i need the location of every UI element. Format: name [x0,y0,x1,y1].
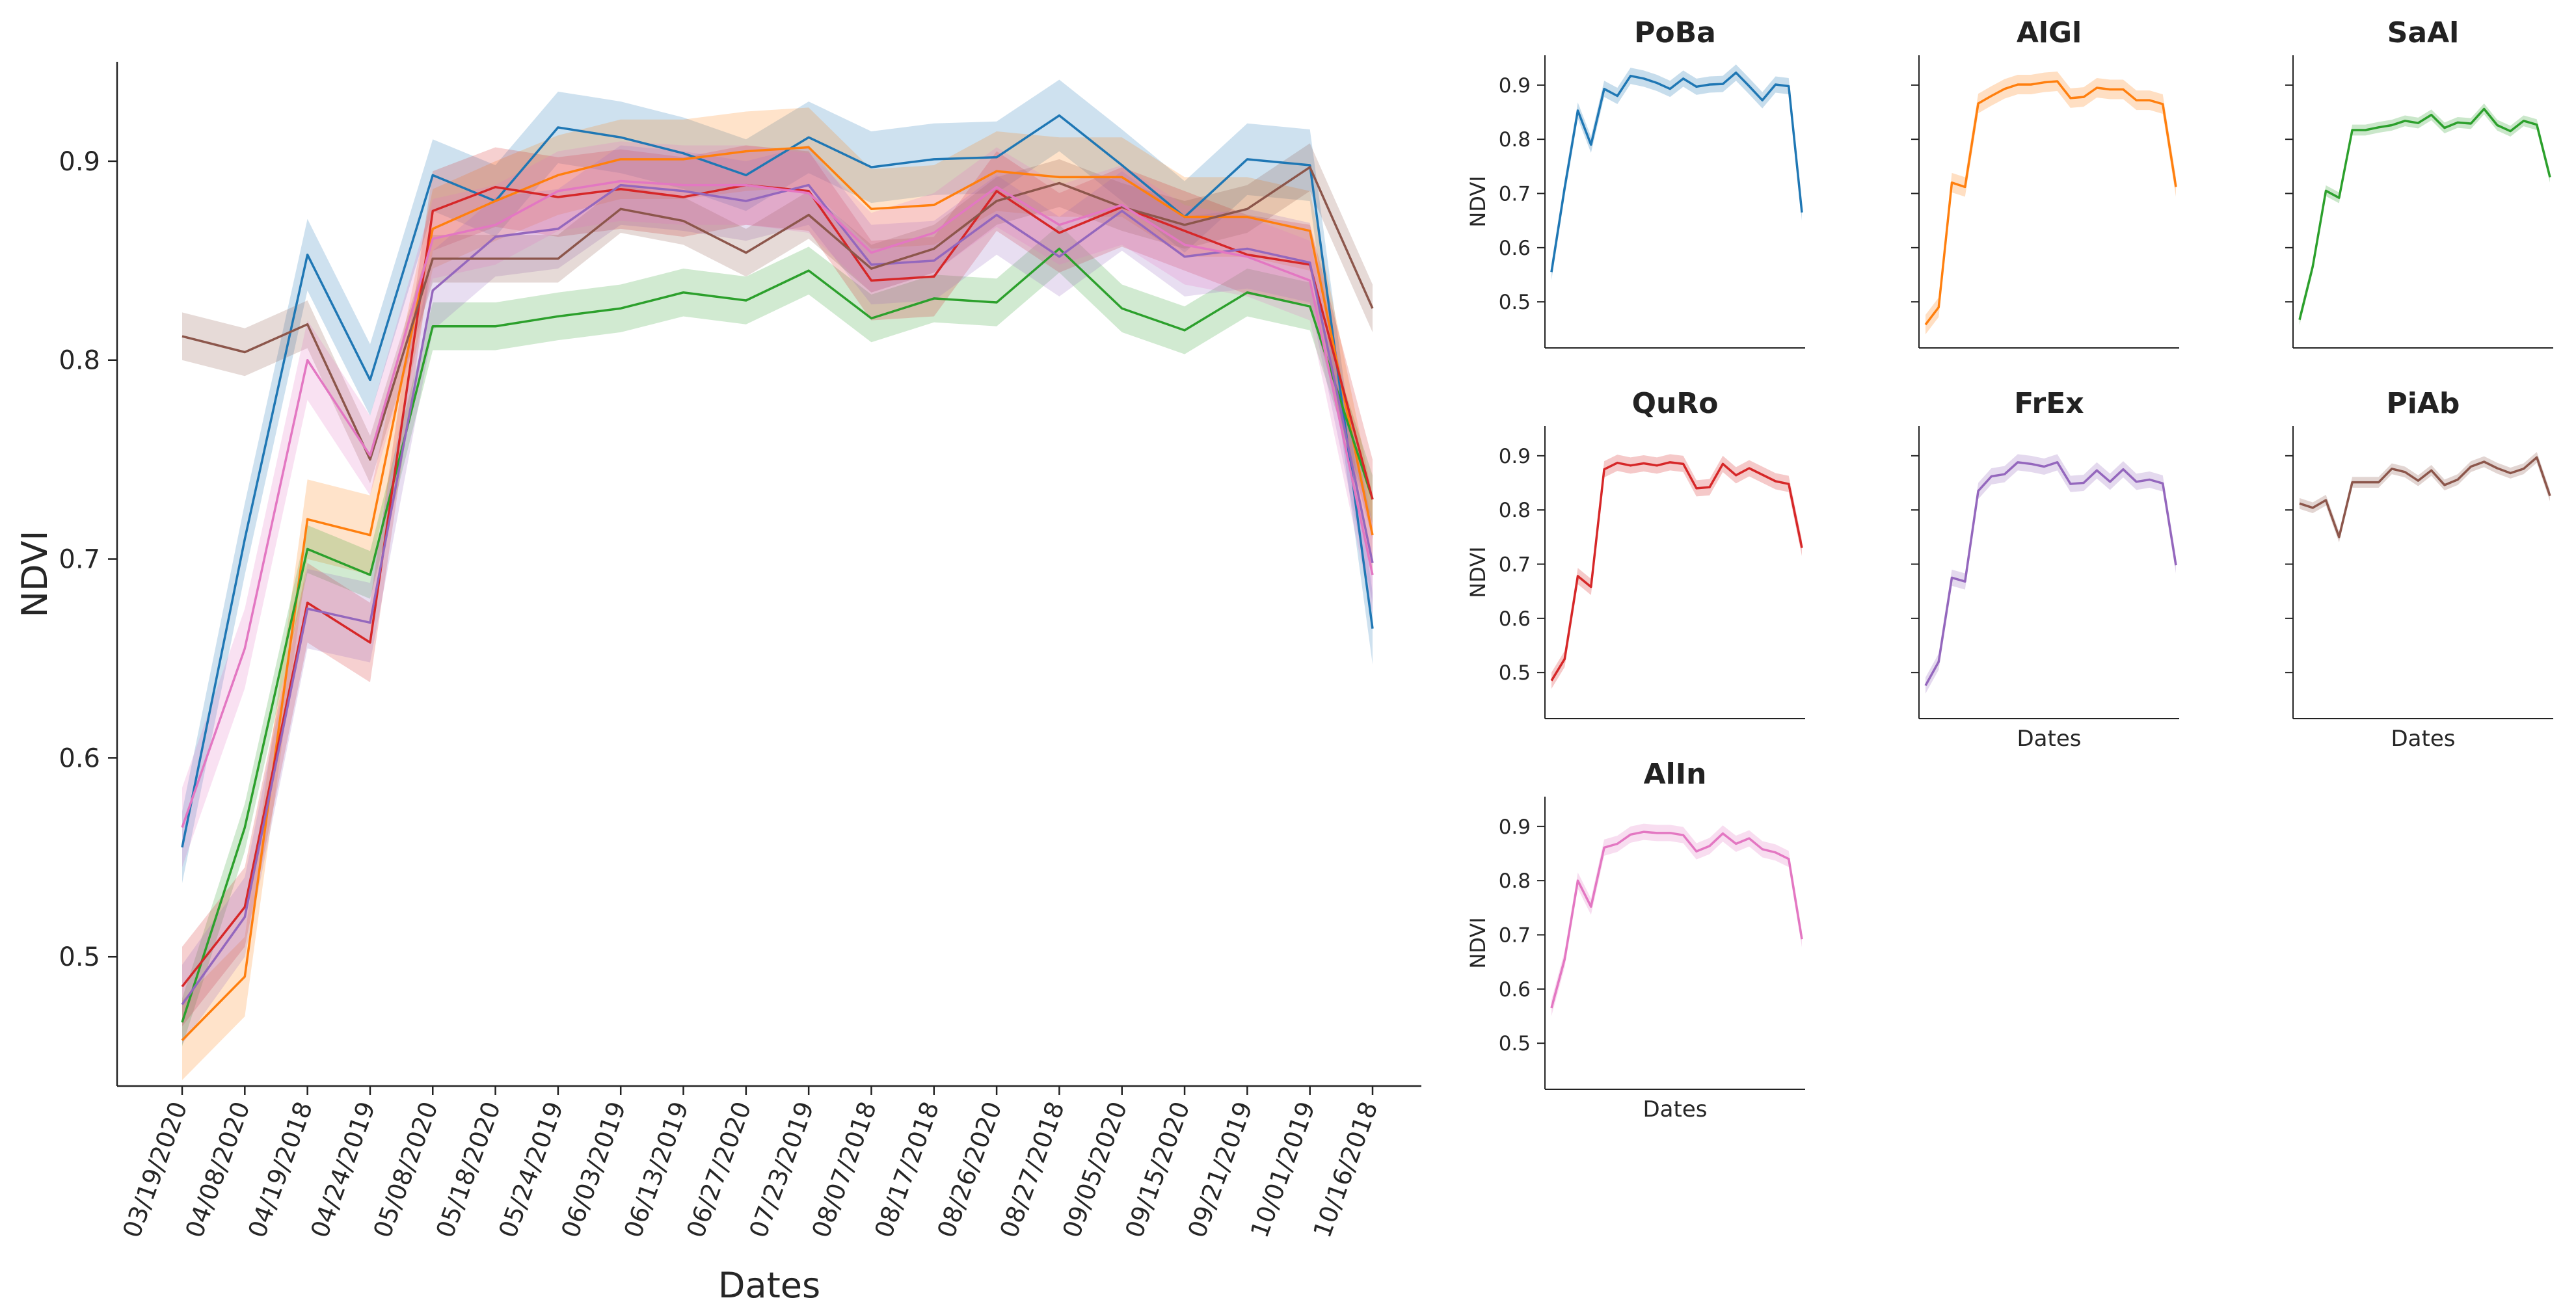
panel-FrEx: FrEx Dates [1911,387,2179,752]
panel-ci-band [1551,64,1802,280]
main-x-tick-label: 08/26/2020 [932,1098,1007,1241]
main-x-tick-label: 04/08/2020 [180,1098,256,1241]
panel-AlIn: AlIn 0.5 0.6 0.7 0.8 0.9 NDVI Dates [1466,758,1805,1122]
panel-PiAb: PiAb Dates [2285,387,2553,752]
series-PiAb-ci-band [182,143,1373,484]
main-x-tick-label: 10/01/2019 [1245,1098,1321,1241]
main-y-tick-label: 0.6 [59,743,100,773]
main-x-tick-label: 05/08/2020 [368,1098,443,1241]
panel-y-tick-label: 0.9 [1499,445,1531,468]
main-x-tick-label: 09/15/2020 [1120,1098,1195,1241]
main-x-tick-label: 07/23/2019 [744,1098,819,1241]
main-panel: 0.5 0.6 0.7 0.8 0.9 03/19/202004/08/202004/19… [14,62,1421,1306]
panel-title: PiAb [2387,387,2460,420]
series-AlIn-line [181,179,1374,829]
series-PiAb-line [181,166,1374,461]
panel-x-axis-title: Dates [2391,726,2456,752]
panel-y-tick-label: 0.8 [1499,869,1531,893]
panel-ci-band [2300,103,2550,325]
panel-y-tick-label: 0.8 [1499,128,1531,152]
panel-SaAl: SaAl [2285,16,2553,349]
series-SaAl-line [181,247,1374,1023]
series-QuRo-ci-band [182,145,1373,1027]
panel-y-tick-label: 0.7 [1499,183,1531,206]
panel-line [1924,461,2177,687]
series-PoBa-line [181,114,1374,848]
panel-x-axis-title: Dates [1643,1096,1708,1122]
panel-ci-band [1551,823,1802,1016]
panel-title: FrEx [2014,387,2084,420]
series-FrEx-ci-band [182,145,1373,1044]
main-y-tick-label: 0.8 [59,346,100,376]
panel-line [2298,107,2551,321]
panel-line [2299,456,2551,538]
panel-y-tick-label: 0.9 [1499,74,1531,98]
panel-y-tick-label: 0.5 [1499,291,1531,314]
main-x-tick-label: 09/21/2019 [1183,1098,1258,1241]
panel-title: PoBa [1634,16,1716,49]
panel-ci-band [1925,454,2176,694]
panel-y-axis-title: NDVI [1466,546,1490,598]
main-x-tick-label: 06/27/2020 [681,1098,757,1241]
main-x-tick-label: 05/24/2019 [493,1098,569,1241]
main-x-tick-label: 04/19/2018 [243,1098,318,1241]
series-SaAl-ci-band [182,224,1373,1046]
main-x-tick-label: 06/13/2019 [619,1098,694,1241]
panel-ci-band [1925,72,2176,335]
panel-title: AlIn [1644,758,1707,791]
main-y-tick-label: 0.5 [59,942,100,972]
panel-y-tick-label: 0.6 [1499,237,1531,260]
series-AlGl-line [181,146,1374,1041]
main-x-tick-label: 08/17/2018 [869,1098,945,1241]
panel-y-tick-label: 0.8 [1499,499,1531,522]
panel-y-tick-label: 0.7 [1499,553,1531,577]
panel-line [1550,461,1803,682]
panel-y-tick-label: 0.5 [1499,1032,1531,1055]
main-x-tick-label: 04/24/2019 [305,1098,381,1241]
panel-y-axis-title: NDVI [1466,917,1490,968]
panel-line [1550,830,1803,1009]
main-x-tick-label: 06/03/2019 [556,1098,631,1241]
main-x-tick-label: 03/19/2020 [117,1098,193,1241]
main-y-tick-label: 0.7 [59,545,100,575]
panel-title: AlGl [2017,16,2082,49]
panel-AlGl: AlGl [1911,16,2179,349]
panel-y-tick-label: 0.7 [1499,924,1531,948]
panel-line [1550,71,1803,272]
panel-title: SaAl [2387,16,2460,49]
panel-QuRo: QuRo 0.5 0.6 0.7 0.8 0.9 NDVI [1466,387,1805,719]
main-y-tick-label: 0.9 [59,147,100,177]
main-x-tick-label: 09/05/2020 [1057,1098,1133,1241]
series-FrEx-line [181,183,1374,1005]
main-x-tick-label: 08/07/2018 [807,1098,882,1241]
panel-y-tick-label: 0.6 [1499,978,1531,1001]
panel-line [1924,80,2177,326]
main-x-tick-label: 10/16/2018 [1308,1098,1383,1241]
panel-y-tick-label: 0.5 [1499,661,1531,685]
main-x-axis-title: Dates [718,1265,820,1306]
panel-PoBa: PoBa 0.5 0.6 0.7 0.8 0.9 NDVI [1466,16,1805,349]
main-x-tick-label: 08/27/2018 [995,1098,1070,1241]
panel-y-tick-label: 0.9 [1499,816,1531,839]
main-x-tick-label: 05/18/2020 [431,1098,506,1241]
panel-y-axis-title: NDVI [1466,176,1490,227]
main-y-axis-title: NDVI [14,531,55,618]
panel-x-axis-title: Dates [2017,726,2082,752]
panel-y-tick-label: 0.6 [1499,607,1531,631]
panel-title: QuRo [1632,387,1719,420]
panel-ci-band [1551,454,1802,689]
